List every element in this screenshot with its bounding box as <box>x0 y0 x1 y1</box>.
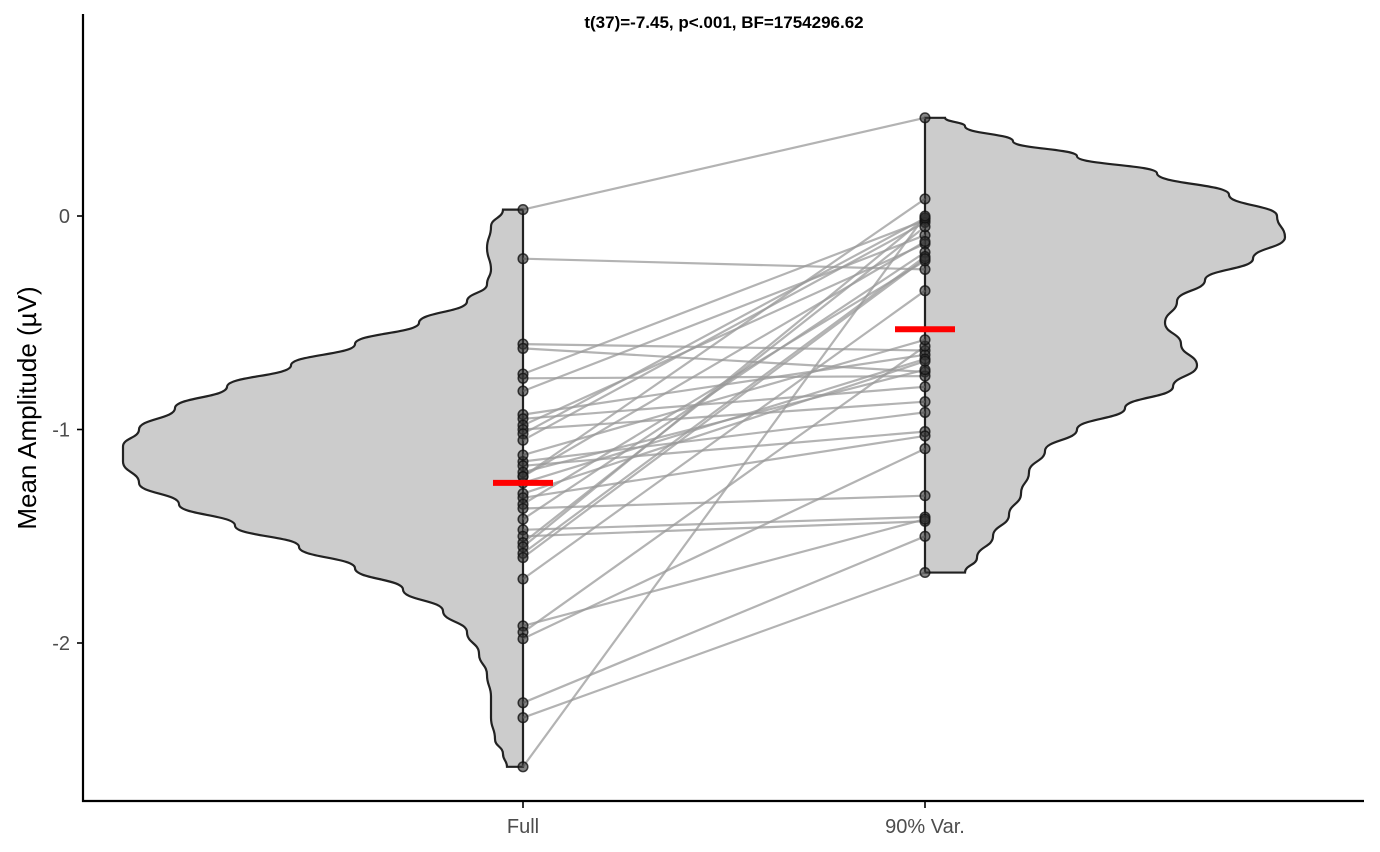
data-point <box>919 285 931 297</box>
paired-line <box>522 411 926 463</box>
data-point <box>919 443 931 455</box>
violin-1 <box>923 116 1287 574</box>
paired-line <box>522 520 926 538</box>
paired-line <box>522 571 926 719</box>
data-point <box>517 761 529 773</box>
data-point <box>517 253 529 265</box>
paired-line <box>522 400 926 431</box>
data-point <box>919 193 931 205</box>
paired-line <box>522 430 926 467</box>
paired-lines <box>522 116 926 768</box>
x-axis-ticks: Full 90% Var. <box>507 801 965 838</box>
paired-line <box>522 515 926 531</box>
data-point <box>517 385 529 397</box>
data-point <box>919 236 931 248</box>
violin-0 <box>121 208 525 768</box>
y-tick-label: 0 <box>59 206 70 228</box>
paired-line <box>522 234 926 393</box>
data-points <box>517 112 931 773</box>
data-point <box>517 513 529 525</box>
paired-line <box>522 357 926 484</box>
data-point <box>919 381 931 393</box>
paired-line <box>522 197 926 478</box>
data-point <box>919 112 931 124</box>
paired-line <box>522 385 926 420</box>
paired-line <box>522 494 926 510</box>
paired-line <box>522 434 926 499</box>
data-point <box>919 210 931 222</box>
mean-markers <box>493 326 955 486</box>
data-point <box>517 470 529 483</box>
data-point <box>517 204 529 216</box>
data-point <box>517 342 529 354</box>
paired-line <box>522 240 926 478</box>
paired-line <box>522 360 926 495</box>
y-tick-label: -2 <box>52 633 70 655</box>
y-axis-title: Mean Amplitude (µV) <box>12 286 42 529</box>
paired-line <box>522 257 926 271</box>
data-point <box>919 253 931 265</box>
paired-line <box>522 447 926 640</box>
data-point <box>517 372 529 384</box>
data-point <box>919 396 931 408</box>
paired-line <box>522 375 926 380</box>
paired-line <box>522 217 926 548</box>
data-point <box>919 513 931 525</box>
y-tick-label: -1 <box>52 420 70 442</box>
data-point <box>919 334 931 346</box>
data-point <box>517 434 529 446</box>
data-point <box>919 430 931 442</box>
chart-title: t(37)=-7.45, p<.001, BF=1754296.62 <box>584 13 863 32</box>
data-point <box>919 406 931 418</box>
data-point <box>919 490 931 502</box>
paired-line <box>522 215 926 768</box>
data-point <box>517 502 529 515</box>
data-point <box>517 697 529 709</box>
data-point <box>919 530 931 542</box>
paired-line <box>522 225 926 544</box>
data-point <box>517 633 529 645</box>
data-point <box>517 449 529 461</box>
paired-line <box>522 116 926 211</box>
data-point <box>517 573 529 585</box>
data-point <box>919 355 931 367</box>
data-point <box>517 552 529 564</box>
paired-line <box>522 217 926 435</box>
data-point <box>517 712 529 724</box>
paired-line <box>522 221 926 442</box>
y-axis-ticks: 0 -1 -2 <box>52 206 83 655</box>
paired-line <box>522 289 926 580</box>
x-tick-label: 90% Var. <box>885 816 965 838</box>
x-tick-label: Full <box>507 816 539 838</box>
paired-line <box>522 345 926 634</box>
data-point <box>919 566 931 579</box>
paired-line <box>522 343 926 352</box>
paired-line <box>522 338 926 457</box>
violins <box>121 116 1287 768</box>
paired-line <box>522 535 926 704</box>
